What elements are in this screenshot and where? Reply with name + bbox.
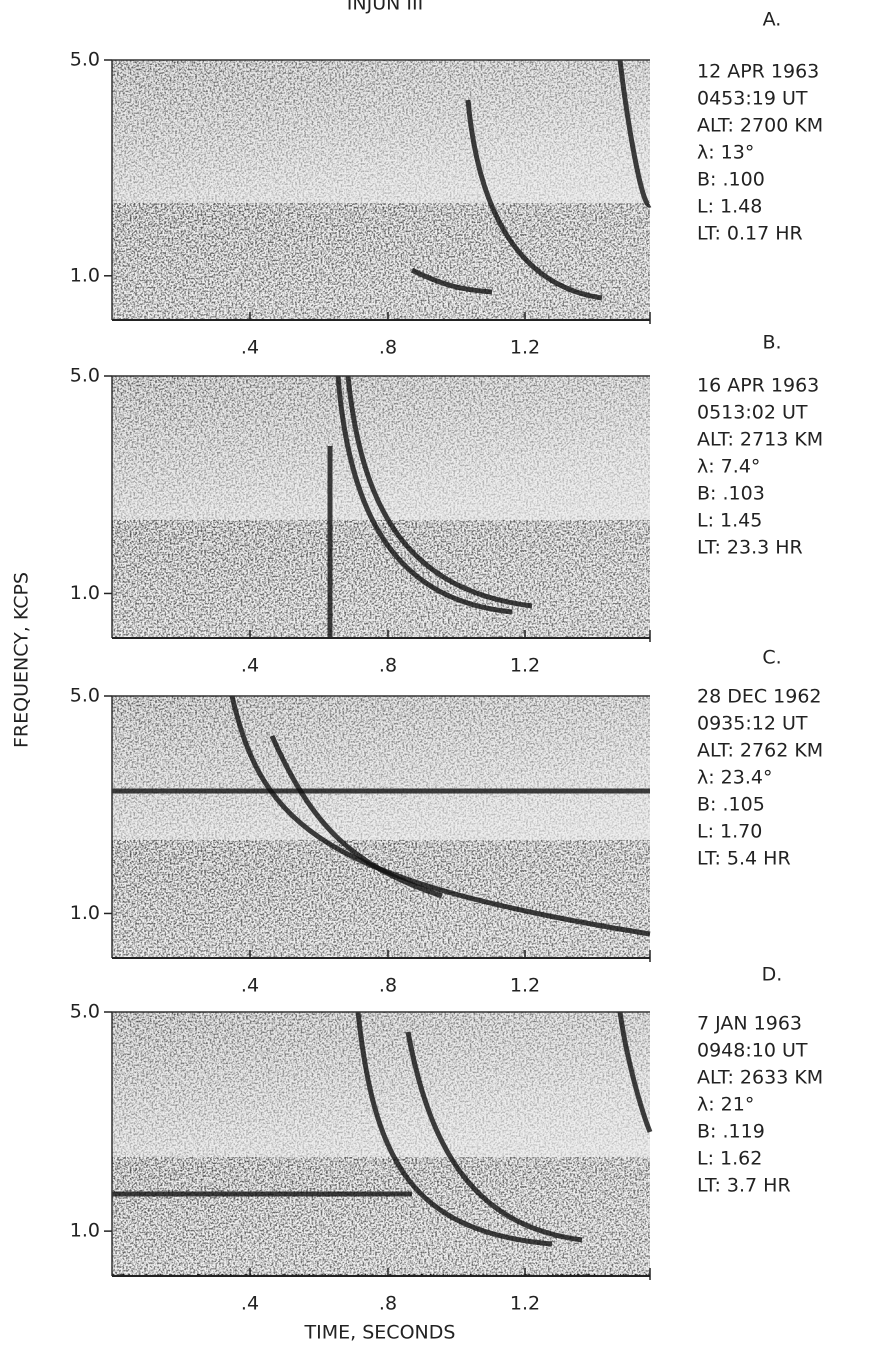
x-tick-label: .4	[241, 975, 259, 997]
panel-info-line: 7 JAN 1963	[697, 1013, 802, 1035]
y-tick-label: 5.0	[70, 49, 100, 71]
panel-info-line: B: .103	[697, 483, 765, 505]
panel-info-line: B: .119	[697, 1121, 765, 1143]
panel-info-line: LT: 5.4 HR	[697, 848, 791, 870]
panel-info-line: 0453:19 UT	[697, 88, 808, 110]
panel: 5.0 1.0 .4 .8 1.2	[70, 685, 651, 997]
x-tick-label: 1.2	[510, 337, 540, 359]
x-tick-label: .4	[241, 337, 259, 359]
panel-info-line: ALT: 2633 KM	[697, 1067, 823, 1089]
panel-info-line: λ: 21°	[697, 1094, 754, 1116]
panel-info-line: L: 1.48	[697, 196, 762, 218]
whistler-trace	[465, 99, 603, 301]
panel-info-line: B: .105	[697, 794, 765, 816]
panel-info-line: 12 APR 1963	[697, 61, 819, 83]
x-tick-label: 1.2	[510, 975, 540, 997]
panel-info-line: ALT: 2762 KM	[697, 740, 823, 762]
panel-info-line: ALT: 2700 KM	[697, 115, 823, 137]
y-tick-label: 1.0	[70, 1220, 100, 1242]
panel-info-line: LT: 3.7 HR	[697, 1175, 791, 1197]
x-tick-label: .8	[379, 655, 397, 677]
whistler-trace	[617, 59, 653, 208]
x-tick-label: .8	[379, 975, 397, 997]
panel: 5.0 1.0 .4 .8 1.2	[70, 365, 651, 677]
panel-info-line: B: .100	[697, 169, 765, 191]
panel-info-line: 28 DEC 1962	[697, 686, 822, 708]
x-axis-label: TIME, SECONDS	[304, 1322, 456, 1344]
figure-title: INJUN III	[347, 0, 423, 15]
panel-info-line: LT: 23.3 HR	[697, 537, 803, 559]
panel-info-line: 0935:12 UT	[697, 713, 808, 735]
whistler-trace	[617, 1011, 653, 1133]
y-tick-label: 5.0	[70, 685, 100, 707]
whistler-trace	[405, 1031, 583, 1243]
whistler-trace	[345, 375, 533, 609]
panel-info-line: L: 1.62	[697, 1148, 762, 1170]
panel-letter: A.	[763, 9, 782, 31]
y-tick-label: 5.0	[70, 365, 100, 387]
x-tick-label: .8	[379, 337, 397, 359]
panel-letter: C.	[762, 647, 781, 669]
panel-info-line: 0948:10 UT	[697, 1040, 808, 1062]
y-tick-label: 5.0	[70, 1001, 100, 1023]
panel-info-line: L: 1.45	[697, 510, 762, 532]
panel-info-line: λ: 7.4°	[697, 456, 760, 478]
whistler-trace	[355, 1011, 553, 1247]
whistler-trace	[229, 695, 651, 937]
panel-info-line: λ: 23.4°	[697, 767, 773, 789]
panel-info-line: 16 APR 1963	[697, 375, 819, 397]
whistler-trace	[269, 734, 443, 899]
y-axis-label: FREQUENCY, KCPS	[11, 572, 33, 748]
panel-info-line: LT: 0.17 HR	[697, 223, 803, 245]
x-tick-label: .8	[379, 1293, 397, 1315]
y-tick-label: 1.0	[70, 902, 100, 924]
panel-letter: D.	[762, 964, 783, 986]
panel-letter: B.	[762, 332, 781, 354]
panel-info-line: L: 1.70	[697, 821, 762, 843]
y-tick-label: 1.0	[70, 582, 100, 604]
spectrogram-dense-band	[112, 203, 650, 320]
spectrogram-dense-band	[112, 1157, 650, 1276]
panels: 5.01.0.4.8 1.25.01.0.4.8 1.25.01.0.4.8 1.25…	[70, 49, 653, 1315]
panel-info-line: ALT: 2713 KM	[697, 429, 823, 451]
whistler-trace	[335, 375, 513, 615]
x-tick-label: 1.2	[510, 1293, 540, 1315]
x-tick-label: 1.2	[510, 655, 540, 677]
panel-info-line: λ: 13°	[697, 142, 754, 164]
panel-info-line: 0513:02 UT	[697, 402, 808, 424]
whistler-trace	[410, 267, 493, 295]
panel: 5.0 1.0 .4 .8 1.2	[70, 49, 653, 359]
panel: 5.0 1.0 .4 .8 1.2	[70, 1001, 653, 1315]
x-tick-label: .4	[241, 1293, 259, 1315]
y-tick-label: 1.0	[70, 264, 100, 286]
spectrogram-dense-band	[112, 840, 650, 958]
x-tick-label: .4	[241, 655, 259, 677]
